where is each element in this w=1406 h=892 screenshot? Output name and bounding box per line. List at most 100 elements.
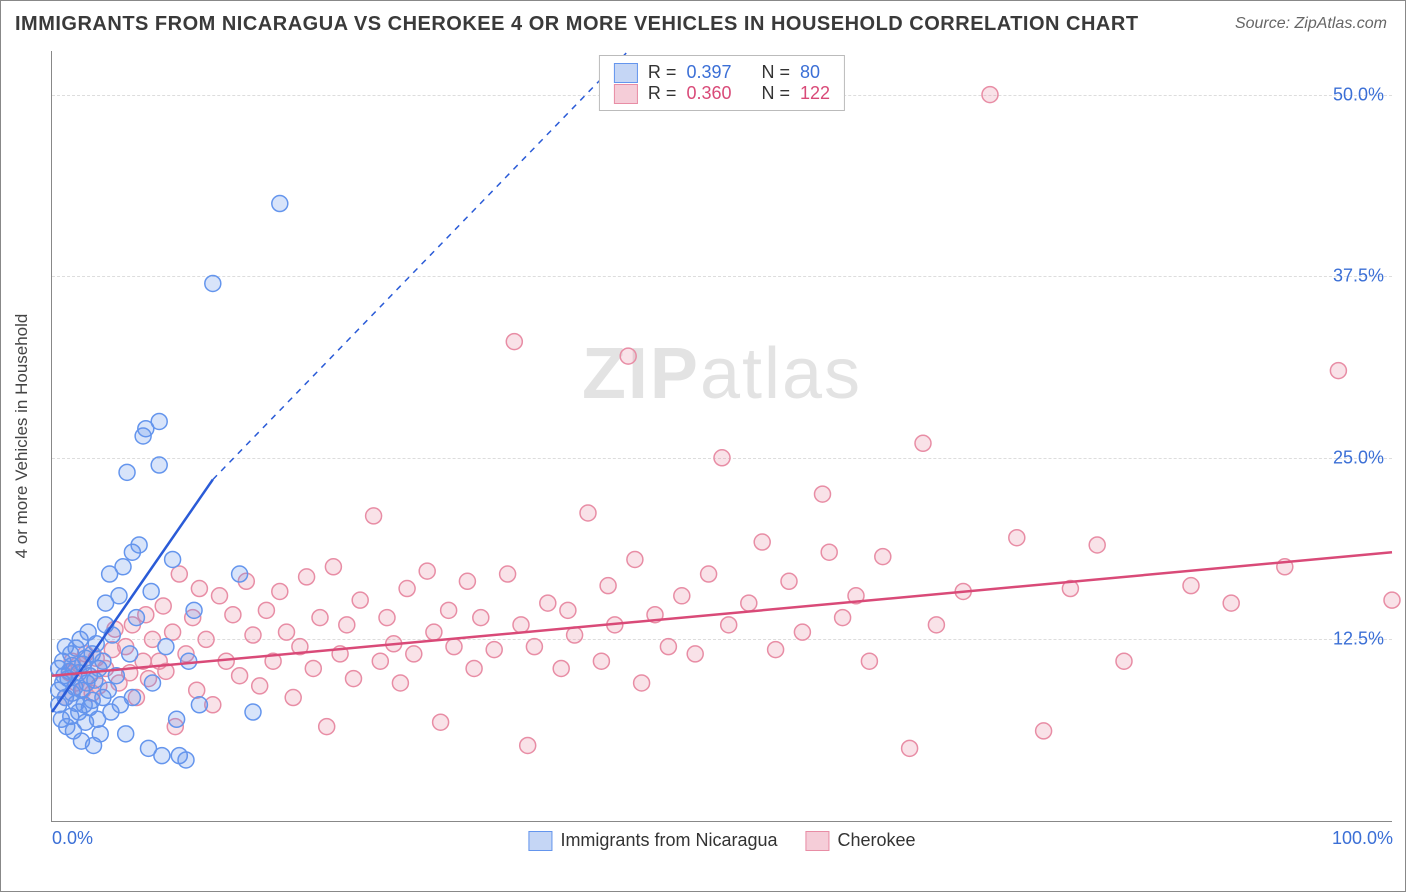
scatter-point-pink [1223,595,1239,611]
plot-area: 4 or more Vehicles in Household 12.5%25.… [51,51,1392,822]
scatter-point-blue [232,566,248,582]
scatter-point-pink [553,660,569,676]
scatter-point-pink [560,602,576,618]
scatter-point-pink [189,682,205,698]
series-legend: Immigrants from Nicaragua Cherokee [528,830,915,851]
scatter-point-blue [245,704,261,720]
scatter-point-blue [165,551,181,567]
y-axis-label: 4 or more Vehicles in Household [12,314,32,559]
scatter-point-pink [325,559,341,575]
scatter-point-pink [520,737,536,753]
scatter-point-pink [319,719,335,735]
scatter-point-pink [486,642,502,658]
scatter-point-pink [212,588,228,604]
scatter-point-blue [100,682,116,698]
scatter-point-pink [232,668,248,684]
scatter-point-pink [245,627,261,643]
scatter-point-blue [151,457,167,473]
scatter-point-blue [122,646,138,662]
scatter-point-pink [835,610,851,626]
scatter-point-pink [339,617,355,633]
scatter-point-pink [441,602,457,618]
scatter-point-pink [506,334,522,350]
scatter-point-pink [258,602,274,618]
scatter-point-blue [151,413,167,429]
scatter-point-blue [118,726,134,742]
stats-legend: R = 0.397 N = 80 R = 0.360 N = 122 [599,55,845,111]
scatter-point-blue [124,690,140,706]
scatter-point-pink [252,678,268,694]
scatter-point-blue [205,275,221,291]
scatter-point-pink [821,544,837,560]
scatter-point-pink [768,642,784,658]
x-tick-label: 100.0% [1332,828,1393,849]
scatter-point-pink [674,588,690,604]
scatter-point-pink [815,486,831,502]
scatter-point-pink [1089,537,1105,553]
scatter-point-pink [312,610,328,626]
scatter-point-pink [1009,530,1025,546]
scatter-point-pink [305,660,321,676]
trend-line-blue-dash [213,51,628,480]
scatter-point-pink [1384,592,1400,608]
scatter-point-pink [473,610,489,626]
scatter-point-blue [143,583,159,599]
scatter-point-pink [352,592,368,608]
scatter-point-pink [540,595,556,611]
scatter-point-pink [687,646,703,662]
scatter-point-pink [392,675,408,691]
scatter-point-blue [92,726,108,742]
scatter-point-pink [379,610,395,626]
scatter-point-pink [191,581,207,597]
scatter-point-blue [181,653,197,669]
legend-swatch-blue [614,63,638,83]
scatter-point-pink [1116,653,1132,669]
scatter-point-blue [186,602,202,618]
scatter-point-blue [128,610,144,626]
scatter-point-pink [627,551,643,567]
chart-title: IMMIGRANTS FROM NICARAGUA VS CHEROKEE 4 … [15,13,1139,36]
source-label: Source: ZipAtlas.com [1235,15,1387,33]
scatter-point-pink [1036,723,1052,739]
scatter-point-pink [721,617,737,633]
scatter-point-pink [426,624,442,640]
scatter-point-pink [580,505,596,521]
scatter-point-pink [165,624,181,640]
scatter-point-pink [513,617,529,633]
scatter-point-blue [272,196,288,212]
scatter-point-pink [794,624,810,640]
scatter-point-pink [1183,578,1199,594]
scatter-point-pink [406,646,422,662]
scatter-point-blue [111,588,127,604]
scatter-point-pink [902,740,918,756]
scatter-point-pink [500,566,516,582]
scatter-point-pink [466,660,482,676]
scatter-point-pink [634,675,650,691]
scatter-point-pink [459,573,475,589]
scatter-point-pink [198,631,214,647]
scatter-point-pink [875,549,891,565]
chart-frame: IMMIGRANTS FROM NICARAGUA VS CHEROKEE 4 … [0,0,1406,892]
scatter-point-pink [600,578,616,594]
scatter-point-blue [158,639,174,655]
scatter-point-blue [154,748,170,764]
scatter-point-pink [861,653,877,669]
scatter-point-pink [171,566,187,582]
scatter-point-pink [714,450,730,466]
scatter-point-pink [928,617,944,633]
scatter-point-pink [781,573,797,589]
scatter-point-blue [178,752,194,768]
scatter-point-pink [279,624,295,640]
scatter-point-pink [372,653,388,669]
scatter-point-pink [660,639,676,655]
scatter-point-pink [346,671,362,687]
scatter-point-pink [433,714,449,730]
scatter-point-blue [115,559,131,575]
scatter-point-blue [131,537,147,553]
scatter-point-blue [169,711,185,727]
scatter-point-pink [1330,363,1346,379]
scatter-point-blue [191,697,207,713]
scatter-point-blue [145,675,161,691]
legend-swatch-pink [806,831,830,851]
scatter-point-pink [701,566,717,582]
